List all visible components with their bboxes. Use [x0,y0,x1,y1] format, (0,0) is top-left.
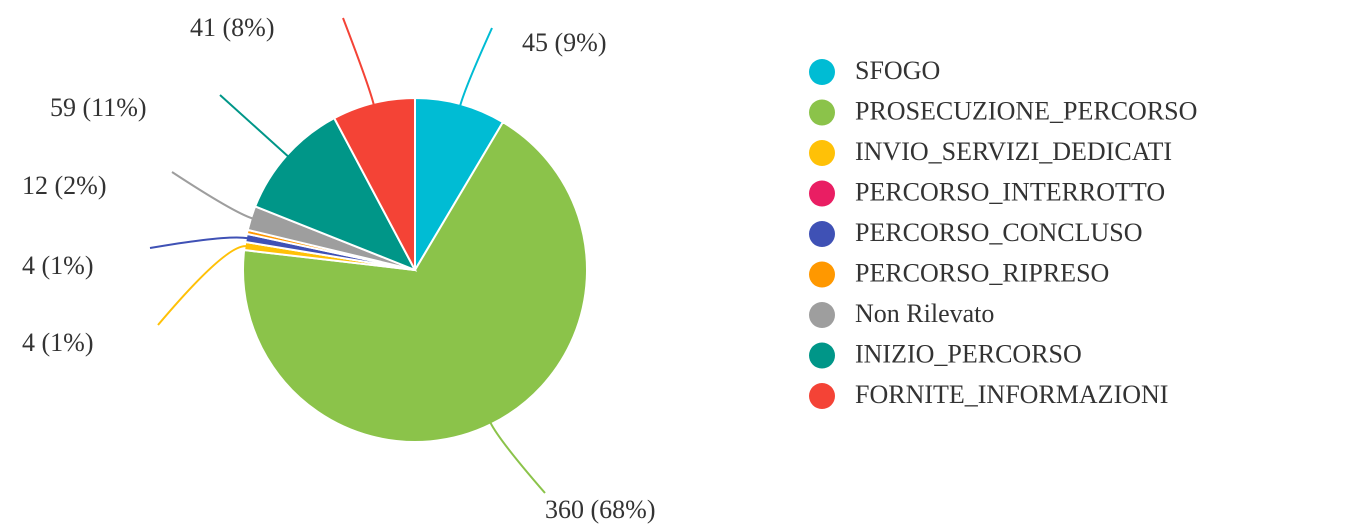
data-label: 45 (9%) [522,28,606,57]
legend-label: INVIO_SERVIZI_DEDICATI [855,137,1172,166]
legend-label: Non Rilevato [855,299,994,328]
data-label: 59 (11%) [50,93,147,122]
legend-swatch [809,342,835,369]
legend-swatch [809,99,835,126]
leader-line [489,421,546,494]
leader-line [459,27,493,107]
legend-label: PERCORSO_RIPRESO [855,258,1109,287]
data-label: 360 (68%) [545,495,655,524]
legend-swatch [809,221,835,247]
leader-line [171,171,254,220]
legend-swatch [809,180,835,207]
legend-swatch [809,140,835,166]
legend-label: PROSECUZIONE_PERCORSO [855,96,1197,125]
legend-label: PERCORSO_CONCLUSO [855,218,1143,247]
leader-line [219,94,290,158]
data-label: 41 (8%) [190,13,274,42]
legend-swatch [809,383,835,409]
leader-line [342,17,375,106]
leader-line [157,245,247,326]
data-label: 4 (1%) [22,251,93,280]
legend-label: INIZIO_PERCORSO [855,339,1082,368]
legend-label: PERCORSO_INTERROTTO [855,177,1165,206]
legend-label: FORNITE_INFORMAZIONI [855,380,1168,409]
legend-swatch [809,261,835,288]
legend-swatch [809,302,835,328]
legend-label: SFOGO [855,56,940,85]
data-label: 12 (2%) [22,171,106,200]
leader-line [149,236,249,249]
legend-swatch [809,59,835,85]
data-label: 4 (1%) [22,328,93,357]
